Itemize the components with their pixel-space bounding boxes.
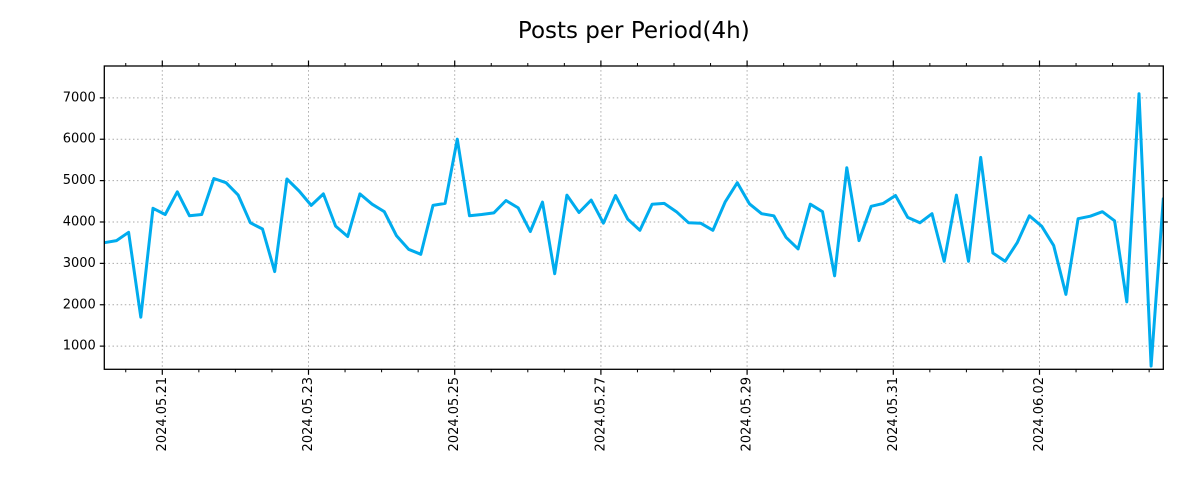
y-tick-label: 6000 xyxy=(63,132,96,147)
y-tick-label: 3000 xyxy=(63,256,96,271)
axis-ticks xyxy=(99,60,1168,375)
plot-area-border xyxy=(103,65,1164,370)
chart-title: Posts per Period(4h) xyxy=(518,18,750,44)
gridlines xyxy=(104,66,1164,370)
y-tick-label: 7000 xyxy=(63,90,96,105)
x-tick-label: 2024.06.02 xyxy=(1032,377,1047,451)
x-tick-label: 2024.05.23 xyxy=(301,377,316,451)
y-tick-label: 2000 xyxy=(63,297,96,312)
x-tick-label: 2024.05.27 xyxy=(593,377,608,451)
axis-tick-labels: 1000 2000 3000 4000 5000 6000 7000 2024.05.21 20… xyxy=(63,90,1047,451)
y-tick-label: 4000 xyxy=(63,214,96,229)
y-tick-label: 1000 xyxy=(63,339,96,354)
x-tick-label: 2024.05.21 xyxy=(155,377,170,451)
x-tick-label: 2024.05.29 xyxy=(740,377,755,451)
series-line xyxy=(104,92,1164,368)
x-tick-label: 2024.05.31 xyxy=(886,377,901,451)
x-tick-label: 2024.05.25 xyxy=(447,377,462,451)
y-tick-label: 5000 xyxy=(63,173,96,188)
